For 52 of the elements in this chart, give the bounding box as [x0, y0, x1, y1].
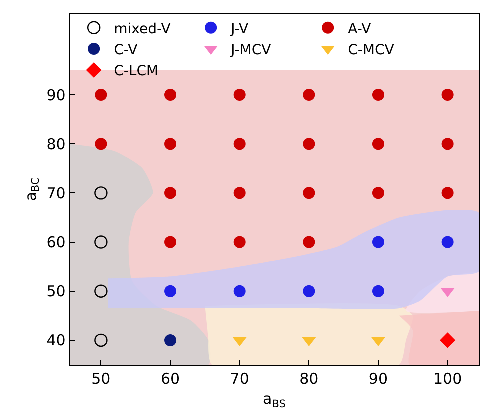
point [164, 187, 177, 200]
y-tick-label: 70 [46, 184, 66, 202]
point [94, 284, 108, 298]
point [164, 138, 177, 150]
point [442, 138, 454, 150]
point [442, 89, 454, 101]
point [164, 89, 177, 101]
legend-label: J-MCV [230, 42, 272, 59]
point [234, 285, 246, 298]
legend-label: C-V [114, 42, 138, 59]
point [303, 187, 316, 200]
legend-label: C-LCM [114, 64, 159, 80]
y-tick-label: 60 [46, 234, 66, 252]
legend-label: J-V [230, 21, 249, 38]
point [372, 285, 384, 298]
y-tick-label: 80 [46, 135, 66, 154]
x-tick-label: 80 [300, 370, 319, 388]
point [303, 285, 316, 298]
point [94, 186, 108, 200]
point [372, 187, 384, 200]
point [372, 236, 384, 248]
legend-label: mixed-V [114, 21, 172, 38]
y-tick-label: 90 [46, 86, 66, 104]
point [303, 89, 316, 101]
y-tick-label: 40 [46, 332, 66, 350]
x-tick-label: 100 [433, 370, 462, 388]
point [440, 332, 456, 348]
point [234, 187, 246, 200]
point [372, 138, 384, 150]
y-tick-label: 50 [46, 282, 66, 301]
point [94, 236, 108, 249]
point [94, 334, 108, 348]
point [164, 236, 177, 248]
x-tick-label: 70 [230, 370, 250, 388]
point [95, 138, 108, 150]
x-axis-title: a$_{BS}$ [263, 390, 286, 410]
legend-label: A-V [348, 21, 372, 38]
x-tick-label: 90 [368, 370, 388, 388]
x-tick-label: 60 [160, 370, 180, 388]
point [372, 89, 384, 101]
point [303, 138, 316, 150]
legend-label: C-MCV [348, 42, 395, 59]
point [234, 236, 246, 248]
point [164, 285, 177, 298]
point [303, 236, 316, 248]
point [442, 187, 454, 200]
point [95, 89, 108, 101]
x-tick-label: 50 [92, 370, 111, 388]
point [164, 334, 177, 346]
point [234, 89, 246, 101]
point [234, 138, 246, 150]
point [442, 236, 454, 248]
